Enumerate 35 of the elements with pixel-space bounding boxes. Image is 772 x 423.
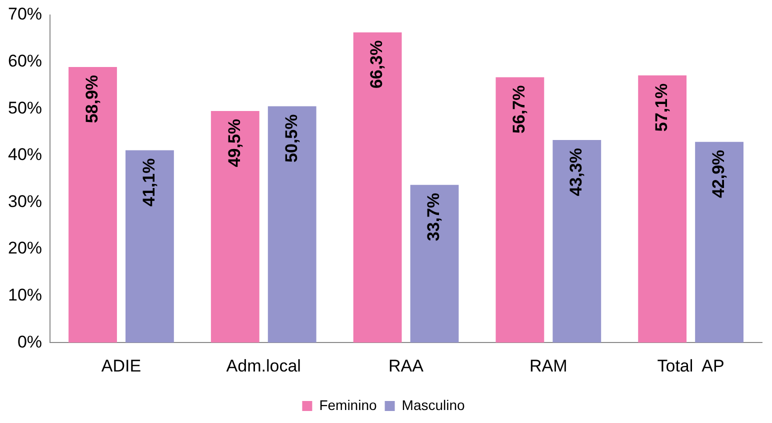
- y-tick-label: 50%: [8, 98, 42, 118]
- legend-label: Feminino: [319, 396, 377, 413]
- bar: [410, 184, 459, 343]
- data-label: 50,5%: [282, 114, 301, 162]
- data-label: 58,9%: [82, 74, 102, 124]
- bar: [496, 77, 544, 343]
- y-tick-label: 40%: [8, 145, 42, 164]
- x-tick-label: RAM: [530, 356, 568, 376]
- bar: [638, 75, 687, 343]
- y-tick-label: 60%: [8, 51, 42, 70]
- y-tick-label: 0%: [17, 332, 42, 352]
- data-label: 42,9%: [708, 150, 728, 198]
- x-tick-label: Adm.local: [226, 356, 301, 376]
- bar: [268, 106, 316, 343]
- y-tick-label: 30%: [8, 192, 42, 211]
- bar: [353, 32, 402, 343]
- bar: [68, 66, 117, 343]
- bar: [552, 140, 602, 343]
- data-label: 41,1%: [139, 158, 158, 206]
- data-label: 66,3%: [367, 40, 386, 89]
- y-tick-label: 70%: [8, 4, 42, 24]
- y-tick-label: 20%: [8, 238, 42, 258]
- data-label: 49,5%: [224, 118, 244, 168]
- legend-label: Masculino: [402, 396, 466, 413]
- data-label: 57,1%: [652, 83, 672, 132]
- x-tick-label: Total AP: [657, 356, 724, 376]
- bar: [695, 142, 744, 343]
- x-tick-label: ADIE: [101, 356, 142, 376]
- data-label: 43,3%: [566, 148, 586, 196]
- x-tick-label: RAA: [388, 356, 424, 376]
- bar: [210, 110, 260, 343]
- data-label: 56,7%: [510, 85, 529, 134]
- y-tick-label: 10%: [8, 285, 42, 304]
- data-label: 33,7%: [424, 192, 444, 242]
- bar: [125, 150, 174, 343]
